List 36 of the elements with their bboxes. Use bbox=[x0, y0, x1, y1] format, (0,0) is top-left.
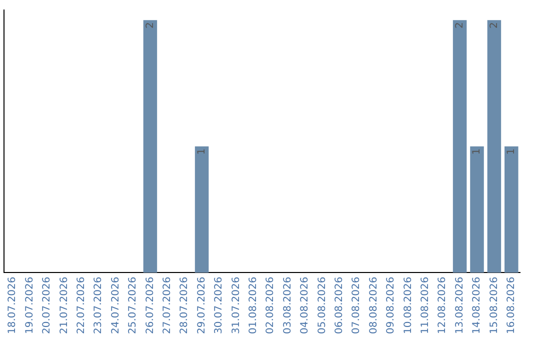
x-tick-label: 03.08.2026 bbox=[282, 276, 294, 334]
x-tick-label: 05.08.2026 bbox=[316, 276, 328, 334]
x-tick-label: 01.08.2026 bbox=[248, 276, 259, 334]
x-tick-label: 15.08.2026 bbox=[488, 276, 500, 334]
x-tick-label: 21.07.2026 bbox=[58, 276, 70, 334]
x-tick-label: 20.07.2026 bbox=[42, 276, 53, 334]
x-tick-label: 07.08.2026 bbox=[351, 276, 362, 334]
x-tick-label: 19.07.2026 bbox=[24, 276, 36, 334]
x-tick-label: 06.08.2026 bbox=[334, 276, 345, 334]
data-label: 1 bbox=[196, 148, 208, 155]
data-label: 2 bbox=[488, 22, 500, 28]
x-tick-label: 04.08.2026 bbox=[300, 276, 311, 334]
x-tick-label: 13.08.2026 bbox=[454, 276, 466, 334]
data-label: 1 bbox=[472, 148, 483, 155]
x-tick-label: 11.08.2026 bbox=[420, 276, 431, 334]
x-tick-label: 14.08.2026 bbox=[472, 276, 483, 334]
x-tick-label: 16.08.2026 bbox=[506, 276, 517, 334]
x-tick-label: 10.08.2026 bbox=[402, 276, 414, 334]
data-label: 2 bbox=[144, 22, 156, 28]
x-tick-label: 28.07.2026 bbox=[179, 276, 190, 334]
x-tick-label: 31.07.2026 bbox=[230, 276, 242, 334]
x-tick-label: 23.07.2026 bbox=[93, 276, 104, 334]
x-tick-label: 24.07.2026 bbox=[110, 276, 122, 334]
x-tick-label: 22.07.2026 bbox=[76, 276, 87, 334]
x-tick-label: 27.07.2026 bbox=[162, 276, 173, 334]
x-tick-label: 26.07.2026 bbox=[144, 276, 156, 334]
x-tick-label: 08.08.2026 bbox=[368, 276, 380, 334]
x-tick-label: 25.07.2026 bbox=[128, 276, 139, 334]
x-tick-label: 30.07.2026 bbox=[214, 276, 225, 334]
x-tick-label: 29.07.2026 bbox=[196, 276, 208, 334]
x-tick-label: 18.07.2026 bbox=[7, 276, 18, 334]
x-tick-label: 09.08.2026 bbox=[386, 276, 397, 334]
data-label: 2 bbox=[454, 22, 466, 28]
data-label: 1 bbox=[506, 148, 517, 155]
x-tick-label: 02.08.2026 bbox=[265, 276, 276, 334]
x-tick-label: 12.08.2026 bbox=[437, 276, 448, 334]
